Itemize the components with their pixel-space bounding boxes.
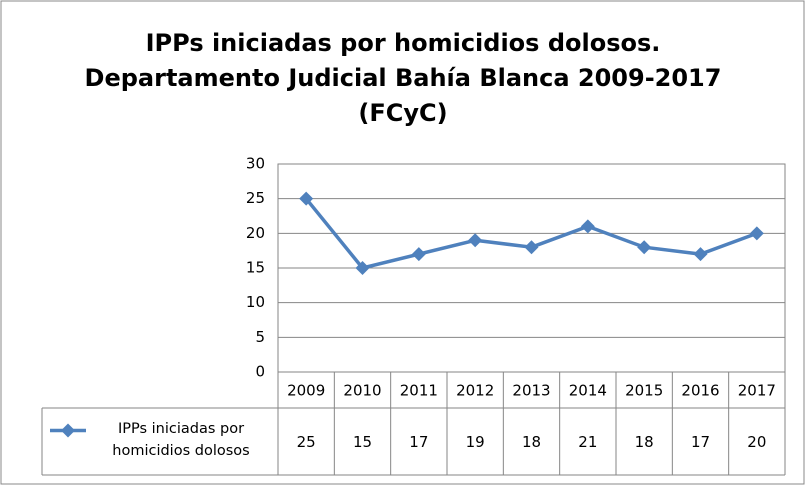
table-value: 19 [466,433,485,451]
legend-label: IPPs iniciadas por homicidios dolosos [112,421,250,459]
table-value: 17 [691,433,710,451]
marker [693,247,708,262]
y-tick-label: 10 [246,293,265,311]
x-tick-label: 2012 [456,382,494,400]
y-tick-label: 25 [246,189,265,207]
marker [749,226,764,241]
table-value: 18 [522,433,541,451]
table-value: 15 [353,433,372,451]
table-value: 17 [409,433,428,451]
chart-title: IPPs iniciadas por homicidios dolosos. D… [84,29,722,127]
x-tick-label: 2015 [625,382,663,400]
plot-border [277,163,786,373]
table-value: 20 [747,433,766,451]
x-tick-label: 2017 [738,382,776,400]
marker [411,247,426,262]
y-tick-label: 5 [255,328,265,346]
marker [299,191,314,206]
y-tick-label: 30 [246,155,265,173]
marker [524,240,539,255]
legend-marker [61,423,75,438]
x-tick-label: 2016 [681,382,719,400]
marker [580,219,595,234]
marker [355,261,370,275]
y-tick-label: 0 [255,363,265,381]
table-value: 18 [635,433,654,451]
y-tick-label: 20 [246,224,265,242]
table-value: 25 [297,433,316,451]
table-value: 21 [578,433,597,451]
x-tick-label: 2010 [343,382,381,400]
x-tick-label: 2013 [512,382,550,400]
x-tick-label: 2011 [400,382,438,400]
x-tick-label: 2009 [287,382,325,400]
marker [468,233,483,248]
x-tick-label: 2014 [569,382,607,400]
marker [637,240,652,255]
y-tick-label: 15 [246,259,265,277]
